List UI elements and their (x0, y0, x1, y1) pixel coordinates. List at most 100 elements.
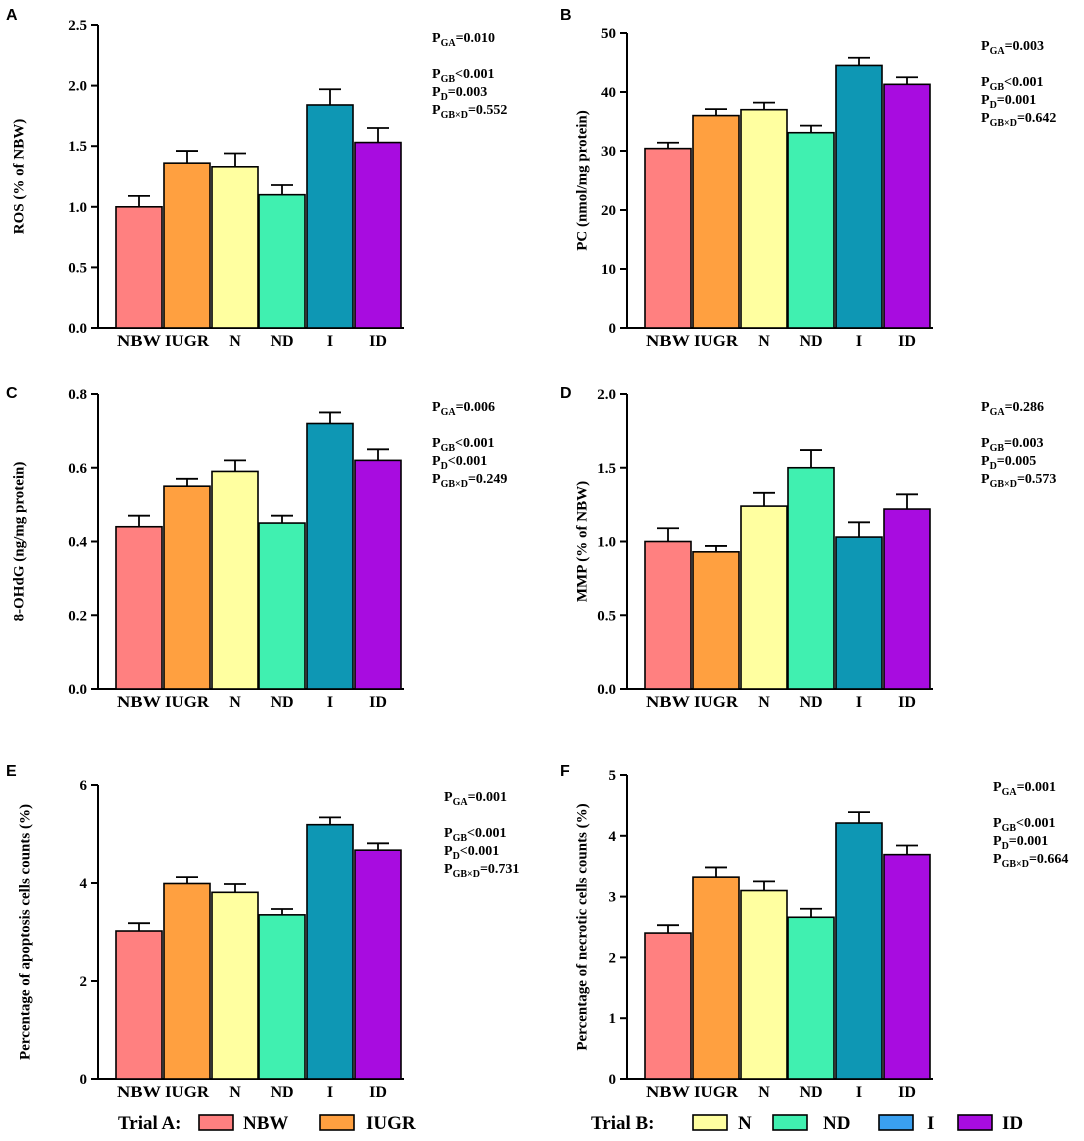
y-tick-label: 1 (609, 1011, 617, 1027)
bar-iugr (163, 882, 211, 1080)
bar-n (211, 166, 259, 329)
category-label-n: N (229, 1084, 241, 1101)
category-label-id: ID (369, 1084, 387, 1101)
bar-i (306, 104, 354, 329)
bar-nd (787, 916, 835, 1080)
y-axis-title: ROS (% of NBW) (11, 119, 27, 234)
panel-letter: A (6, 7, 18, 24)
p-value-ga: PGA=0.286 (981, 400, 1044, 418)
legend-swatch-nd (772, 1114, 808, 1131)
bar-nd (258, 193, 306, 329)
y-tick-label: 0.4 (68, 535, 87, 551)
category-label-nd: ND (270, 333, 293, 350)
category-label-nd: ND (270, 694, 293, 711)
legend-label-iugr: IUGR (366, 1113, 416, 1134)
category-label-iugr: IUGR (694, 333, 738, 350)
legend-swatch-i (878, 1114, 914, 1131)
y-tick-label: 0.0 (68, 321, 87, 337)
panel-letter: B (560, 7, 572, 24)
bar-i (835, 64, 883, 329)
category-label-n: N (229, 333, 241, 350)
legend-swatch-nbw (198, 1114, 234, 1131)
bar-n (740, 108, 788, 329)
panel-b: B 0 10 20 30 40 50 PC (nmol/mg protein) NBW IUGR N… (560, 7, 1056, 350)
p-value-gb: PGB<0.001 (444, 826, 507, 844)
p-value-gb: PGB<0.001 (993, 816, 1056, 834)
p-value-d: PD=0.001 (993, 834, 1048, 852)
y-axis-title: Percentage of necrotic cells counts (%) (574, 803, 590, 1050)
y-tick-label: 3 (609, 890, 617, 906)
y-tick-label: 0.2 (68, 608, 87, 624)
legend-label-n: N (738, 1113, 752, 1134)
bar-nd (258, 522, 306, 690)
panel-e: E 0 2 4 6 Percentage of apoptosis cells count… (6, 763, 519, 1101)
bar-nbw (644, 147, 692, 329)
bar-id (354, 459, 402, 690)
y-axis-title: MMP (% of NBW) (574, 481, 590, 602)
y-tick-label: 2.0 (68, 79, 87, 95)
bar-id (354, 849, 402, 1080)
bar-nbw (115, 525, 163, 690)
y-tick-label: 5 (609, 768, 617, 784)
y-tick-label: 0 (80, 1072, 88, 1088)
p-value-d: PD=0.003 (432, 85, 487, 103)
p-value-gbxd: PGB×D=0.552 (432, 103, 507, 121)
category-label-iugr: IUGR (165, 1084, 209, 1101)
y-tick-label: 10 (601, 262, 616, 278)
bar-n (211, 470, 259, 690)
category-label-iugr: IUGR (694, 1084, 738, 1101)
category-label-id: ID (898, 1084, 916, 1101)
y-tick-label: 6 (80, 778, 88, 794)
legend-label-nd: ND (823, 1113, 850, 1134)
y-tick-label: 0 (609, 321, 617, 337)
category-label-i: I (856, 694, 862, 711)
y-tick-label: 0.0 (68, 682, 87, 698)
bar-id (883, 83, 931, 329)
bar-nd (258, 914, 306, 1080)
p-value-gbxd: PGB×D=0.573 (981, 472, 1056, 490)
panel-letter: C (6, 385, 18, 402)
bar-nbw (115, 206, 163, 329)
category-label-n: N (758, 694, 770, 711)
category-label-n: N (758, 1084, 770, 1101)
p-value-gb: PGB<0.001 (981, 75, 1044, 93)
category-label-n: N (758, 333, 770, 350)
p-value-d: PD=0.001 (981, 93, 1036, 111)
legend-swatch-n (692, 1114, 728, 1131)
category-label-nd: ND (799, 333, 822, 350)
panel-a: A 0.0 0.5 1.0 1.5 2.0 2.5 ROS (% of NBW) NBW IUGR… (6, 7, 507, 350)
category-label-iugr: IUGR (694, 694, 738, 711)
y-tick-label: 20 (601, 203, 616, 219)
y-tick-label: 2.0 (597, 387, 616, 403)
p-value-gbxd: PGB×D=0.249 (432, 472, 507, 490)
legend-swatch-iugr (319, 1114, 355, 1131)
y-tick-label: 0.8 (68, 387, 87, 403)
category-label-iugr: IUGR (165, 694, 209, 711)
category-label-nbw: NBW (646, 694, 690, 711)
category-label-nbw: NBW (117, 333, 161, 350)
legend-label-i: I (927, 1113, 934, 1134)
p-value-d: PD<0.001 (444, 844, 499, 862)
y-tick-label: 50 (601, 26, 616, 42)
legend-label-id: ID (1002, 1113, 1023, 1134)
p-value-gbxd: PGB×D=0.664 (993, 852, 1068, 870)
category-label-nd: ND (799, 694, 822, 711)
panel-f: F 0 1 2 3 4 5 Percentage of necrotic cells coun… (560, 763, 1068, 1101)
y-tick-label: 4 (80, 876, 88, 892)
legend-swatch-id (957, 1114, 993, 1131)
y-tick-label: 1.5 (597, 461, 616, 477)
bar-id (883, 853, 931, 1080)
bar-nd (787, 466, 835, 690)
y-tick-label: 40 (601, 85, 616, 101)
category-label-i: I (856, 333, 862, 350)
p-value-ga: PGA=0.010 (432, 31, 495, 49)
bar-iugr (692, 551, 740, 690)
bar-id (354, 141, 402, 329)
category-label-i: I (856, 1084, 862, 1101)
category-label-nbw: NBW (117, 694, 161, 711)
bar-id (883, 508, 931, 690)
y-tick-label: 0.5 (68, 260, 87, 276)
y-tick-label: 1.0 (597, 535, 616, 551)
bar-nbw (115, 930, 163, 1080)
legend-label-nbw: NBW (243, 1113, 288, 1134)
